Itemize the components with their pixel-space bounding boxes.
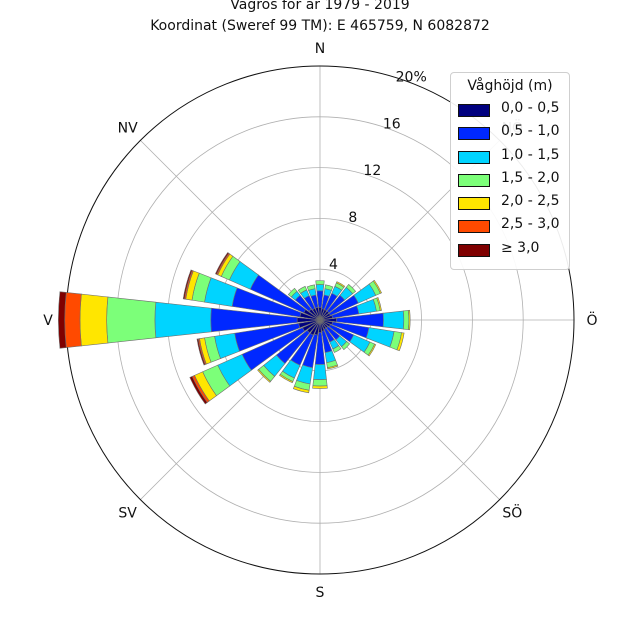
radial-tick-label: 20% [396, 69, 427, 85]
rose-bar-segment [324, 284, 334, 291]
chart-subtitle: Koordinat (Sweref 99 TM): E 465759, N 60… [150, 18, 490, 34]
compass-label: NV [118, 121, 138, 137]
rose-bar-segment [341, 341, 351, 351]
chart-title: Vågros för år 1979 - 2019 [230, 0, 410, 13]
rose-bar-segment [313, 363, 327, 380]
rose-bar-segment [154, 301, 212, 339]
legend-swatch [458, 150, 490, 164]
rose-bar-segment [215, 252, 230, 275]
legend-swatch [458, 104, 490, 117]
legend-label: 2,5 - 3,0 [501, 216, 560, 233]
rose-bar-segment [189, 375, 208, 405]
rose-bar-segment [106, 296, 157, 344]
rose-bar-segment [279, 373, 294, 384]
legend-title: Våghöjd (m) [467, 78, 553, 94]
rose-bar-segment [64, 292, 82, 348]
rose-bar-segment [367, 343, 377, 357]
rose-bar-segment [315, 284, 325, 292]
rose-bar-segment [287, 287, 298, 298]
radial-tick-label: 12 [363, 163, 381, 179]
rose-bar-segment [345, 283, 357, 295]
legend-item: 1,5 - 2,0 [451, 170, 569, 193]
legend-item: 0,0 - 0,5 [451, 100, 569, 123]
rose-bar-segment [297, 285, 308, 294]
radial-tick-label: 16 [383, 116, 401, 132]
legend-item: 2,5 - 3,0 [451, 216, 569, 239]
legend-swatch [458, 197, 490, 211]
rose-bar-segment [402, 310, 410, 330]
rose-bar-segment [372, 279, 382, 294]
grid-spoke [319, 319, 500, 500]
rose-bar-segment [315, 280, 325, 285]
legend-swatch [458, 243, 490, 257]
legend-item: 0,5 - 1,0 [451, 123, 569, 146]
compass-label: Ö [586, 311, 597, 329]
rose-bar-segment [306, 284, 316, 291]
rose-bar-segment [382, 310, 405, 330]
rose-bars [58, 252, 411, 405]
legend-label: 0,0 - 0,5 [501, 100, 560, 116]
legend-label: 2,0 - 2,5 [501, 193, 560, 210]
legend: Våghöjd (m) 0,0 - 0,5 0,5 - 1,0 1,0 - 1,5 1… [450, 72, 570, 270]
legend-swatch [458, 173, 490, 187]
legend-item: ≥ 3,0 [451, 240, 569, 263]
rose-bar-segment [79, 293, 109, 347]
legend-swatch [458, 220, 490, 234]
legend-label: 0,5 - 1,0 [501, 123, 560, 140]
radial-tick-label: 4 [329, 257, 338, 273]
legend-item: 2,0 - 2,5 [451, 193, 569, 216]
rose-bar-segment [312, 379, 328, 387]
radial-tick-label: 8 [348, 210, 357, 226]
rose-bar-segment [257, 368, 272, 383]
legend-label: ≥ 3,0 [501, 239, 540, 256]
legend-entries: 0,0 - 0,5 0,5 - 1,0 1,0 - 1,5 1,5 - 2,0 2,0 … [451, 100, 569, 263]
compass-label: S [316, 585, 325, 601]
rose-bar-segment [292, 385, 310, 394]
rose-bar-segment [182, 269, 193, 300]
rose-bar-segment [312, 385, 328, 389]
compass-label: V [43, 313, 53, 329]
compass-label: SV [118, 505, 137, 521]
legend-item: 1,0 - 1,5 [451, 147, 569, 170]
rose-bar-segment [58, 291, 67, 349]
legend-label: 1,5 - 2,0 [501, 169, 560, 186]
compass-label: SÖ [502, 503, 522, 521]
grid-spoke [140, 140, 321, 321]
rose-bar-segment [196, 338, 206, 366]
rose-bar-segment [376, 297, 382, 312]
compass-label: N [315, 41, 325, 57]
legend-swatch [458, 127, 490, 141]
rose-bar-segment [408, 309, 411, 331]
rose-bar-segment [336, 281, 346, 288]
legend-label: 1,0 - 1,5 [501, 146, 560, 163]
rose-bar-segment [332, 345, 342, 353]
rose-bar-segment [396, 332, 405, 352]
rose-bar-segment [327, 364, 339, 370]
